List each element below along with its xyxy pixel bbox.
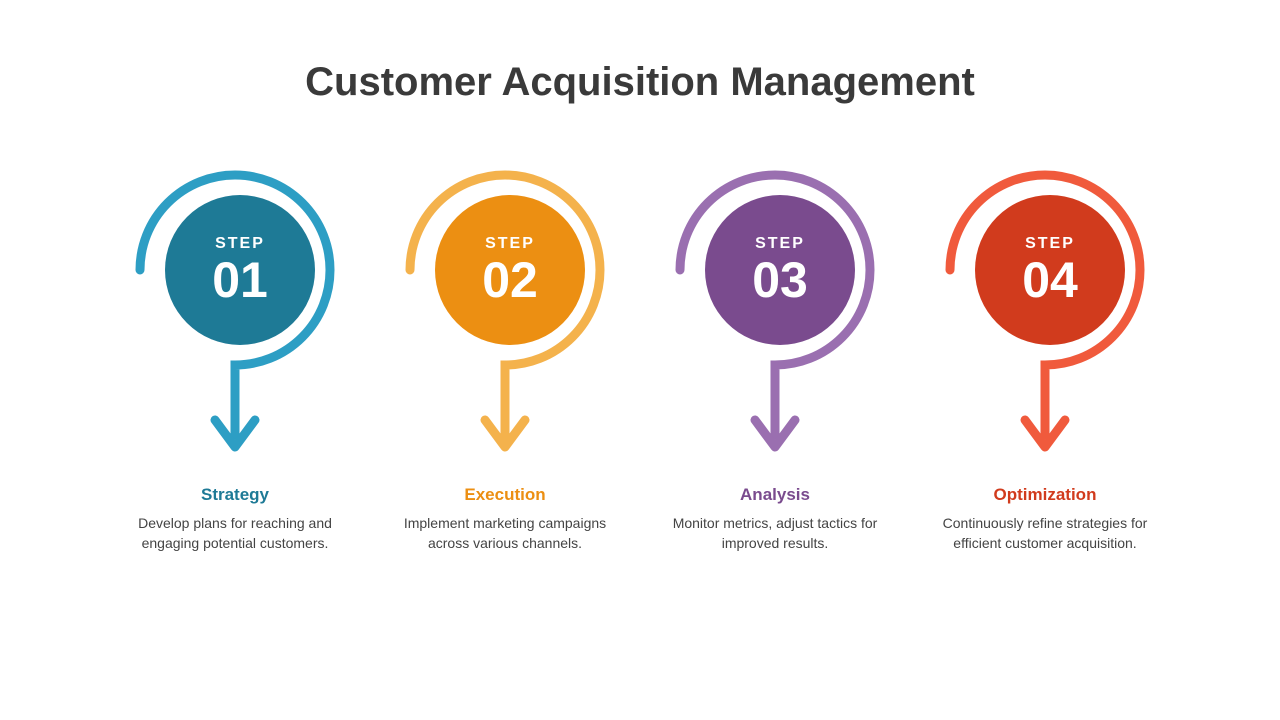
step-02-graphic: STEP 02 bbox=[390, 155, 620, 485]
step-03-circle: STEP 03 bbox=[705, 195, 855, 345]
step-02-number: 02 bbox=[482, 255, 538, 305]
step-01-text: Strategy Develop plans for reaching and … bbox=[120, 485, 350, 554]
step-04-label: STEP bbox=[1025, 235, 1075, 253]
step-01-graphic: STEP 01 bbox=[120, 155, 350, 485]
step-03-desc: Monitor metrics, adjust tactics for impr… bbox=[660, 513, 890, 554]
step-04-circle: STEP 04 bbox=[975, 195, 1125, 345]
step-01-number: 01 bbox=[212, 255, 268, 305]
step-04-heading: Optimization bbox=[930, 485, 1160, 505]
step-03-text: Analysis Monitor metrics, adjust tactics… bbox=[660, 485, 890, 554]
step-02-label: STEP bbox=[485, 235, 535, 253]
step-03: STEP 03 Analysis Monitor metrics, adjust… bbox=[660, 155, 890, 554]
page-title: Customer Acquisition Management bbox=[305, 60, 975, 105]
step-01-desc: Develop plans for reaching and engaging … bbox=[120, 513, 350, 554]
step-03-graphic: STEP 03 bbox=[660, 155, 890, 485]
step-04-desc: Continuously refine strategies for effic… bbox=[930, 513, 1160, 554]
step-02: STEP 02 Execution Implement marketing ca… bbox=[390, 155, 620, 554]
step-04-number: 04 bbox=[1022, 255, 1078, 305]
step-03-heading: Analysis bbox=[660, 485, 890, 505]
step-04-text: Optimization Continuously refine strateg… bbox=[930, 485, 1160, 554]
steps-row: STEP 01 Strategy Develop plans for reach… bbox=[40, 155, 1240, 554]
slide: Customer Acquisition Management STEP 01 … bbox=[0, 0, 1280, 720]
step-04: STEP 04 Optimization Continuously refine… bbox=[930, 155, 1160, 554]
step-04-graphic: STEP 04 bbox=[930, 155, 1160, 485]
step-01-circle: STEP 01 bbox=[165, 195, 315, 345]
step-01: STEP 01 Strategy Develop plans for reach… bbox=[120, 155, 350, 554]
step-02-text: Execution Implement marketing campaigns … bbox=[390, 485, 620, 554]
step-01-heading: Strategy bbox=[120, 485, 350, 505]
step-02-circle: STEP 02 bbox=[435, 195, 585, 345]
step-01-label: STEP bbox=[215, 235, 265, 253]
step-03-label: STEP bbox=[755, 235, 805, 253]
step-02-desc: Implement marketing campaigns across var… bbox=[390, 513, 620, 554]
step-02-heading: Execution bbox=[390, 485, 620, 505]
step-03-number: 03 bbox=[752, 255, 808, 305]
